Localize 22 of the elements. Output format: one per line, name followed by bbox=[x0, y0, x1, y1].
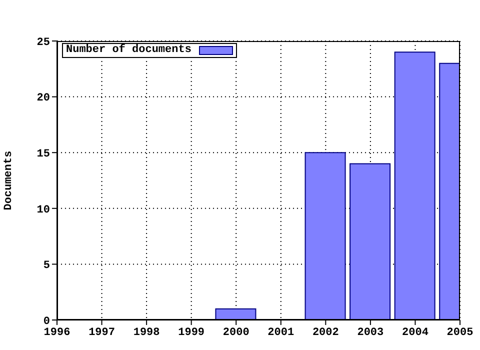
bar bbox=[394, 52, 436, 320]
y-tick-label: 15 bbox=[36, 148, 50, 161]
x-tick-label: 2005 bbox=[446, 326, 474, 339]
bar bbox=[350, 163, 391, 320]
x-tick-label: 1998 bbox=[133, 326, 160, 339]
y-tick-label: 20 bbox=[36, 92, 50, 105]
x-tick-label: 2002 bbox=[312, 326, 339, 339]
x-tick-label: 2004 bbox=[402, 326, 429, 339]
x-tick-label: 2003 bbox=[357, 326, 384, 339]
y-tick-label: 25 bbox=[36, 36, 50, 49]
bar bbox=[215, 308, 256, 320]
y-tick-label: 0 bbox=[43, 316, 50, 328]
x-tick-label: 1999 bbox=[178, 326, 205, 339]
bar bbox=[304, 152, 346, 320]
x-tick-label: 2000 bbox=[222, 326, 250, 339]
y-tick-label: 5 bbox=[43, 260, 50, 272]
y-tick-label: 10 bbox=[36, 204, 50, 216]
legend-label: Number of documents bbox=[66, 44, 192, 57]
x-tick-label: 2001 bbox=[268, 326, 294, 339]
x-tick-label: 1997 bbox=[88, 326, 115, 339]
x-tick-label: 1996 bbox=[44, 326, 70, 339]
y-axis-title: Documents bbox=[2, 150, 15, 210]
